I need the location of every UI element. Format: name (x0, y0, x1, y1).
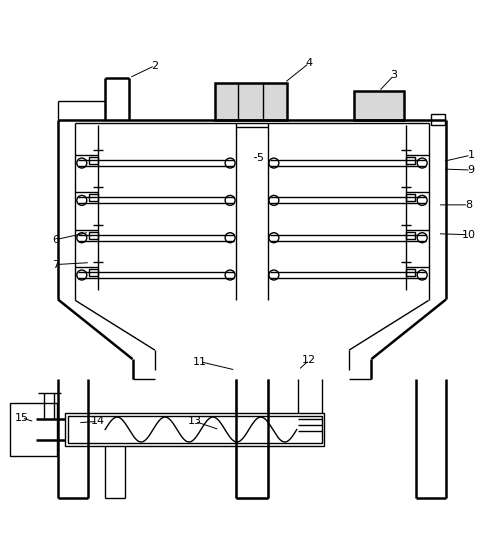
Bar (406, 269, 415, 276)
Text: 4: 4 (306, 58, 313, 68)
Text: 15: 15 (14, 413, 28, 423)
Bar (406, 195, 415, 201)
Bar (89, 232, 98, 239)
Text: 11: 11 (193, 357, 207, 367)
Text: 8: 8 (465, 200, 472, 210)
Text: 13: 13 (188, 416, 202, 427)
Bar (89, 269, 98, 276)
Bar (9, 403, 57, 456)
Text: 3: 3 (390, 70, 397, 80)
Text: 6: 6 (52, 235, 59, 245)
Text: 14: 14 (91, 416, 105, 427)
Bar (406, 157, 415, 164)
Bar (89, 195, 98, 201)
Text: 7: 7 (52, 259, 59, 269)
Bar (431, 114, 445, 125)
Bar (354, 92, 404, 120)
Text: 1: 1 (468, 150, 475, 160)
Bar (65, 413, 324, 446)
Text: 10: 10 (462, 230, 476, 240)
Bar (406, 232, 415, 239)
Bar (215, 83, 287, 120)
Text: 9: 9 (468, 165, 475, 175)
Bar (89, 157, 98, 164)
Text: 5: 5 (256, 153, 263, 163)
Bar (68, 416, 322, 443)
Text: 12: 12 (302, 355, 316, 365)
Text: 2: 2 (151, 60, 159, 70)
